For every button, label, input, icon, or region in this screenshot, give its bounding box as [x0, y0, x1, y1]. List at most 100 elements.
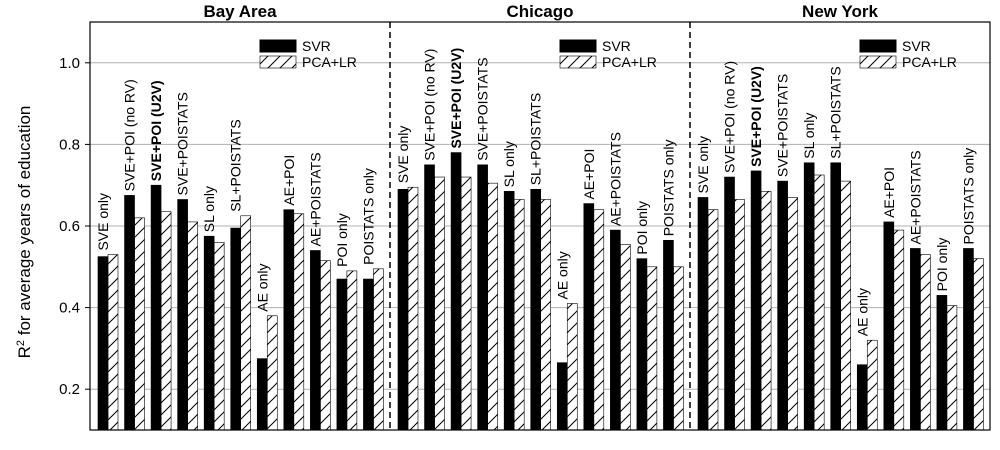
- category-label: POI only: [334, 213, 350, 267]
- bar-svr: [97, 256, 109, 431]
- category-label: POI only: [934, 238, 950, 292]
- legend-label-svr: SVR: [302, 38, 331, 54]
- category-label: AE+POI: [581, 149, 597, 200]
- y-axis-ticks: 0.2 0.4 0.6 0.8 1.0: [59, 55, 90, 398]
- bar-svr: [910, 248, 921, 431]
- y-axis-label: R2 for average years of education: [15, 106, 34, 359]
- legend-swatch-svr: [859, 39, 897, 53]
- bar-pca-lr: [293, 213, 305, 431]
- category-label: AE only: [854, 288, 870, 336]
- category-label: AE+POISTATS: [907, 150, 923, 244]
- bar-svr: [803, 162, 815, 431]
- category-label: SVE only: [95, 193, 111, 251]
- category-label: SL only: [501, 141, 517, 187]
- bar-svr: [150, 184, 162, 431]
- bar-svr: [724, 176, 735, 431]
- category-label: SL only: [201, 186, 217, 232]
- category-label: AE+POI: [281, 155, 297, 206]
- bar-pca-lr: [893, 229, 905, 431]
- bar-pca-lr: [920, 254, 931, 431]
- bar-pca-lr: [513, 199, 525, 431]
- bar-pca-lr: [373, 268, 384, 431]
- bar-svr: [424, 164, 435, 431]
- category-labels: SVE only SVE+POI (no RV) SVE+POI (U2V) SVE+…: [95, 48, 976, 336]
- bar-svr: [177, 199, 188, 431]
- bar-pca-lr: [646, 266, 658, 431]
- category-label: SVE only: [395, 126, 411, 184]
- category-label: AE only: [254, 264, 270, 312]
- bar-pca-lr: [593, 209, 605, 431]
- bar-svr: [503, 191, 515, 431]
- panel-title: Chicago: [506, 2, 573, 21]
- bar-svr: [583, 203, 595, 431]
- bar-svr: [310, 250, 321, 431]
- bar-svr: [203, 235, 215, 431]
- legend-swatch-svr: [259, 39, 297, 53]
- bar-pca-lr: [566, 303, 578, 431]
- panel-title: Bay Area: [203, 2, 277, 21]
- bar-svr: [830, 162, 842, 431]
- bar-svr: [883, 221, 895, 431]
- category-label: POI only: [634, 201, 650, 255]
- y-tick-label: 0.6: [59, 218, 80, 235]
- bar-pca-lr: [734, 199, 745, 431]
- bar-pca-lr: [973, 258, 984, 431]
- bar-pca-lr: [487, 182, 498, 431]
- bar-svr: [697, 197, 709, 431]
- bar-svr: [750, 170, 762, 431]
- y-tick-label: 0.8: [59, 136, 80, 153]
- bar-pca-lr: [320, 260, 331, 431]
- legend-swatch-pca-lr: [859, 55, 897, 69]
- y-axis-label-rest: for average years of education: [15, 106, 34, 340]
- category-label: SVE+POISTATS: [475, 57, 491, 160]
- category-label: SVE+POISTATS: [775, 74, 791, 177]
- bar-pca-lr: [787, 197, 798, 431]
- category-label: SL only: [801, 113, 817, 159]
- bar-pca-lr: [946, 305, 958, 431]
- bar-pca-lr: [187, 221, 198, 431]
- legend-swatch-svr: [559, 39, 597, 53]
- bar-pca-lr: [620, 244, 631, 431]
- bar-pca-lr: [760, 191, 772, 431]
- category-label: POISTATS only: [360, 168, 376, 265]
- category-label: POISTATS only: [660, 140, 676, 237]
- bar-svr: [363, 278, 374, 431]
- legend-label-svr: SVR: [602, 38, 631, 54]
- bar-pca-lr: [160, 211, 172, 431]
- bar-svr: [230, 227, 242, 431]
- category-label: POISTATS only: [960, 148, 976, 245]
- bar-svr: [256, 358, 268, 431]
- bar-pca-lr: [866, 339, 878, 431]
- category-label: SVE+POISTATS: [175, 92, 191, 195]
- y-axis-label-main: R: [15, 346, 34, 358]
- plot-border: [89, 21, 991, 431]
- bar-pca-lr: [346, 270, 358, 431]
- bar-svr: [477, 164, 488, 431]
- category-label: SVE+POI (U2V): [148, 80, 164, 181]
- bar-pca-lr: [407, 186, 419, 431]
- bar-pca-lr: [266, 315, 278, 431]
- category-label: SVE+POI (U2V): [448, 48, 464, 149]
- bar-svr: [856, 364, 868, 431]
- bar-pca-lr: [240, 215, 252, 431]
- legend-swatch-pca-lr: [559, 55, 597, 69]
- category-label: SVE+POI (no RV): [122, 79, 138, 191]
- y-axis-label-sup: 2: [15, 340, 27, 346]
- y-tick-label: 0.4: [59, 300, 80, 317]
- legend-label-pca-lr: PCA+LR: [302, 54, 357, 70]
- category-label: AE+POISTATS: [607, 132, 623, 226]
- category-label: SL+POISTATS: [228, 119, 244, 211]
- category-label: AE+POISTATS: [307, 152, 323, 246]
- bar-svr: [777, 180, 788, 431]
- bar-svr: [397, 188, 409, 431]
- bar-svr: [636, 258, 648, 431]
- bar-pca-lr: [434, 176, 445, 431]
- bar-svr: [336, 278, 348, 431]
- bar-svr: [936, 295, 948, 431]
- bar-pca-lr: [707, 209, 719, 431]
- bar-svr: [530, 188, 542, 431]
- category-label: SVE+POI (U2V): [748, 66, 764, 167]
- bar-svr: [963, 248, 974, 431]
- bar-pca-lr: [107, 254, 119, 431]
